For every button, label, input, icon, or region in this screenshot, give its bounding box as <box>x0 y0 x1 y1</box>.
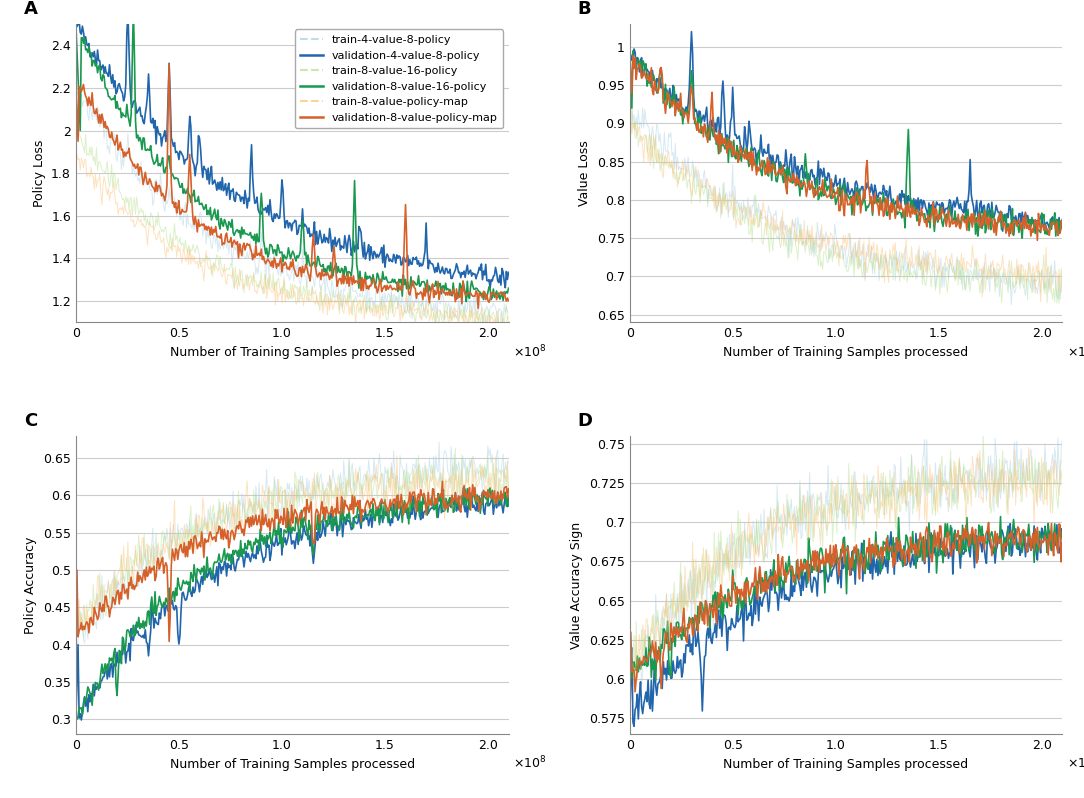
Text: B: B <box>578 0 592 18</box>
Text: $\times10^{8}$: $\times10^{8}$ <box>513 343 546 360</box>
Y-axis label: Value Accuracy Sign: Value Accuracy Sign <box>570 521 583 649</box>
Y-axis label: Value Loss: Value Loss <box>578 140 591 206</box>
X-axis label: Number of Training Samples processed: Number of Training Samples processed <box>169 757 415 771</box>
Text: $\times10^{8}$: $\times10^{8}$ <box>513 755 546 772</box>
X-axis label: Number of Training Samples processed: Number of Training Samples processed <box>723 346 969 359</box>
Text: C: C <box>24 412 37 430</box>
Y-axis label: Policy Accuracy: Policy Accuracy <box>25 536 38 634</box>
X-axis label: Number of Training Samples processed: Number of Training Samples processed <box>723 757 969 771</box>
Y-axis label: Policy Loss: Policy Loss <box>33 140 46 207</box>
Text: $\times10^{8}$: $\times10^{8}$ <box>1067 755 1084 772</box>
Text: D: D <box>578 412 593 430</box>
Legend: train-4-value-8-policy, validation-4-value-8-policy, train-8-value-16-policy, va: train-4-value-8-policy, validation-4-val… <box>295 30 503 128</box>
Text: A: A <box>24 0 38 18</box>
Text: $\times10^{8}$: $\times10^{8}$ <box>1067 343 1084 360</box>
X-axis label: Number of Training Samples processed: Number of Training Samples processed <box>169 346 415 359</box>
